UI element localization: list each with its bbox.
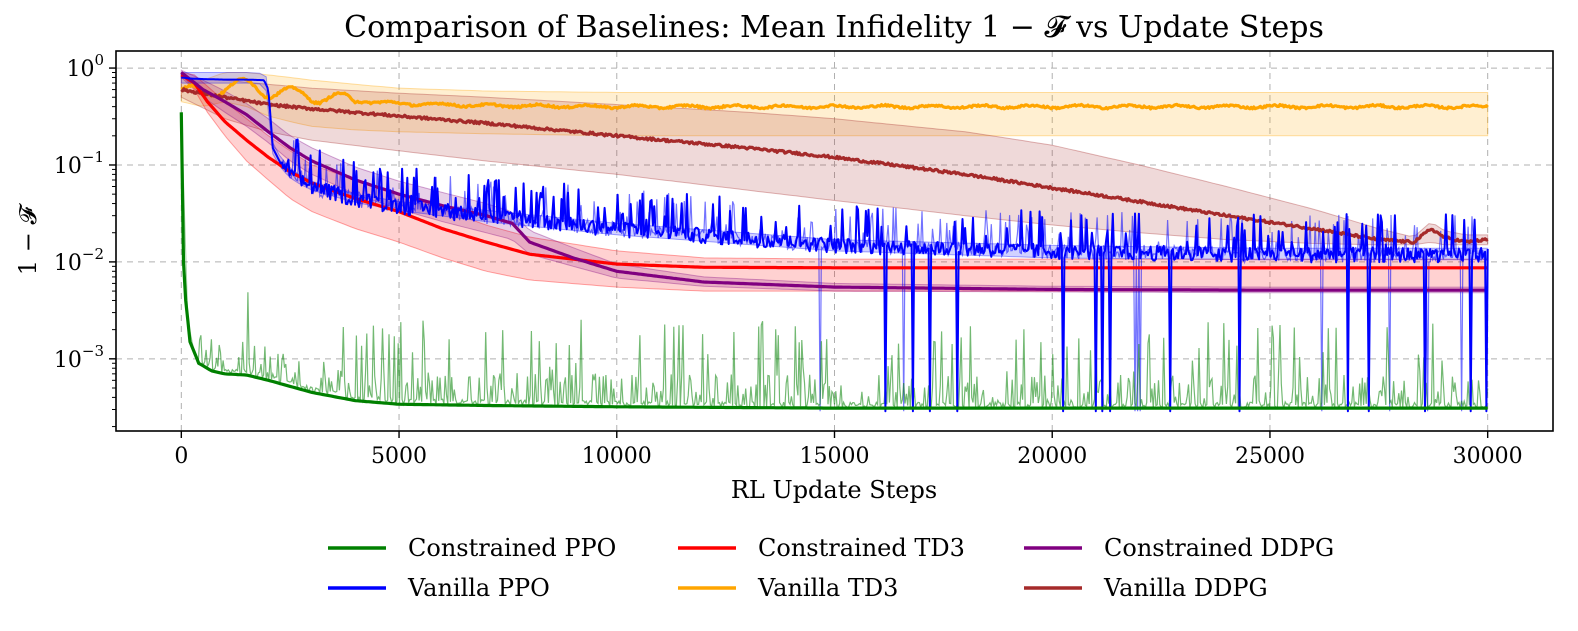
line-vanilla-ppo — [181, 76, 1489, 413]
legend-entry-vanilla-td3: Vanilla TD3 — [678, 574, 898, 602]
legend: Constrained PPO Constrained TD3 Constraine… — [328, 534, 1334, 602]
x-tick-label: 15000 — [800, 444, 870, 469]
band-vanilla-ddpg — [180, 76, 1489, 246]
series-lines — [179, 71, 1489, 413]
legend-entry-vanilla-ppo: Vanilla PPO — [328, 574, 550, 602]
x-tick-label: 20000 — [1017, 444, 1087, 469]
legend-entry-constrained-td3: Constrained TD3 — [678, 534, 965, 562]
x-tick-label: 30000 — [1453, 444, 1523, 469]
x-tick-label: 0 — [174, 444, 188, 469]
legend-label: Constrained PPO — [408, 534, 616, 562]
legend-entry-constrained-ddpg: Constrained DDPG — [1024, 534, 1334, 562]
y-axis-label: 1 − 𝓕 — [14, 203, 42, 276]
line-constrained-ppo — [179, 112, 1488, 410]
raw-trace-constrained-ppo — [180, 112, 1489, 410]
x-axis-label: RL Update Steps — [731, 476, 937, 504]
legend-label: Constrained TD3 — [758, 534, 965, 562]
legend-label: Vanilla DDPG — [1103, 574, 1268, 602]
legend-label: Vanilla PPO — [407, 574, 550, 602]
chart-title: Comparison of Baselines: Mean Infidelity… — [344, 10, 1324, 45]
y-tick-label: 10−1 — [54, 148, 104, 179]
x-tick-label: 10000 — [582, 444, 652, 469]
line-vanilla-td3 — [180, 76, 1489, 111]
axis-ticks: 0 5000 10000 15000 20000 25000 30000 10−3 10−2 10… — [54, 51, 1523, 469]
legend-label: Constrained DDPG — [1104, 534, 1334, 562]
line-constrained-ddpg — [180, 71, 1488, 292]
legend-entry-constrained-ppo: Constrained PPO — [328, 534, 616, 562]
legend-label: Vanilla TD3 — [757, 574, 898, 602]
x-tick-label: 25000 — [1235, 444, 1305, 469]
y-tick-label: 100 — [66, 51, 104, 82]
line-vanilla-ddpg — [180, 87, 1489, 245]
x-tick-label: 5000 — [371, 444, 427, 469]
y-tick-label: 10−2 — [54, 245, 104, 276]
y-tick-label: 10−3 — [54, 342, 104, 373]
legend-entry-vanilla-ddpg: Vanilla DDPG — [1024, 574, 1268, 602]
